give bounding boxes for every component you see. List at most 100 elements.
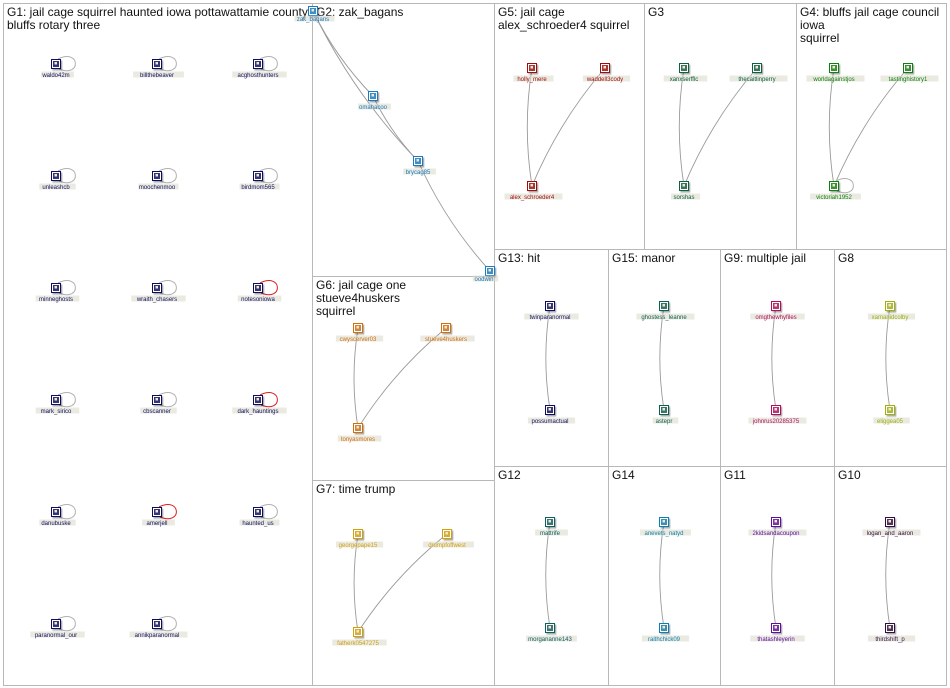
avatar-face <box>548 520 551 523</box>
group-title: G5: jail cage alex_schroeder4 squirrel <box>498 5 630 32</box>
label-shadow <box>873 417 910 424</box>
self-loop <box>259 392 278 408</box>
node-cbscanner[interactable]: cbscanner <box>140 392 177 415</box>
node-fatherk0547275[interactable]: fatherk0547275 <box>332 627 387 648</box>
node-brycag85[interactable]: brycag85 <box>403 156 436 177</box>
label-shadow <box>640 529 691 536</box>
node-wraith-chasers[interactable]: wraith_chasers <box>131 280 186 303</box>
node-tonyasmores[interactable]: tonyasmores <box>337 423 382 444</box>
node-label: haunted_us <box>242 521 273 527</box>
node-possumactual[interactable]: possumactual <box>527 405 576 426</box>
group-title: G1: jail cage squirrel haunted iowa pott… <box>7 5 308 32</box>
node-holly-mere[interactable]: holly_mere <box>513 63 554 84</box>
edge <box>885 521 891 629</box>
node-sorshas[interactable]: sorshas <box>670 181 701 202</box>
node-label: holly_mere <box>517 77 547 83</box>
node-morgananne143[interactable]: morgananne143 <box>526 623 577 644</box>
avatar-face <box>54 62 57 65</box>
node-xamanidcolby[interactable]: xamanidcolby <box>867 301 916 322</box>
label-shadow <box>138 183 179 190</box>
node-danubuske[interactable]: danubuske <box>39 504 76 527</box>
avatar-face <box>548 408 551 411</box>
node-georgepape15[interactable]: georgepape15 <box>335 529 384 550</box>
node-label: omgthewhyfiles <box>755 315 796 321</box>
node-logan-and-aaron[interactable]: logan_and_aaron <box>862 517 921 538</box>
node-waddell3cody[interactable]: waddell3cody <box>582 63 631 84</box>
node-omahacoo[interactable]: omahacoo <box>358 91 391 112</box>
node-minneghosts[interactable]: minneghosts <box>35 280 80 303</box>
avatar-face <box>155 286 158 289</box>
node-label: birdmom565 <box>241 185 275 191</box>
node-stueve4huskers[interactable]: stueve4huskers <box>420 323 475 344</box>
edge <box>771 305 777 411</box>
node-dark-hauntings[interactable]: dark_hauntings <box>232 392 287 415</box>
label-shadow <box>335 541 384 548</box>
group-title: G10 <box>838 468 861 482</box>
node-tastinghistory1[interactable]: tastinghistory1 <box>880 63 939 84</box>
label-shadow <box>358 103 391 110</box>
node-ghostess-leanne[interactable]: ghostess_leanne <box>636 301 695 322</box>
group-panel-g15: G15: manor <box>608 249 721 467</box>
node-mattrife[interactable]: mattrife <box>535 517 568 538</box>
node-victoriah1952[interactable]: victoriah1952 <box>810 178 861 201</box>
node-label: amerjell <box>146 521 167 527</box>
label-shadow <box>748 529 807 536</box>
node-eliggea05[interactable]: eliggea05 <box>873 405 910 426</box>
node-thatashleyerin[interactable]: thatashleyerin <box>750 623 805 644</box>
label-shadow <box>867 635 916 642</box>
node-mark-sirico[interactable]: mark_sirico <box>35 392 80 415</box>
node-worldagainstjos[interactable]: worldagainstjos <box>806 63 865 84</box>
node-thirdshift-p[interactable]: thirdshift_p <box>867 623 916 644</box>
node-alex-schroeder4[interactable]: alex_schroeder4 <box>504 181 563 202</box>
node-label: billthebeaver <box>140 73 174 79</box>
node-label: raithchick09 <box>648 637 681 643</box>
node-raithchick09[interactable]: raithchick09 <box>641 623 690 644</box>
node-label: victoriah1952 <box>816 195 852 201</box>
node-johnrus20285375[interactable]: johnrus20285375 <box>748 405 807 426</box>
node-annikparanormal[interactable]: annikparanormal <box>129 616 188 639</box>
node-label: fatherk0547275 <box>337 641 379 647</box>
node-drumpfoffwest[interactable]: drumpfoffwest <box>423 529 474 550</box>
self-loop <box>259 168 278 184</box>
node-label: xamanidcolby <box>872 315 909 321</box>
node-twinparanormal[interactable]: twinparanormal <box>524 301 579 322</box>
node-label: cbscanner <box>143 409 171 415</box>
node-waldo42m[interactable]: waldo42m <box>41 56 76 79</box>
label-shadow <box>535 529 568 536</box>
avatar-face <box>774 304 777 307</box>
node-zak-bagans[interactable]: zak_bagans <box>294 6 335 24</box>
group-panel-g11: G11 <box>720 466 835 686</box>
avatar-face <box>488 269 491 272</box>
node-moochenmoo[interactable]: moochenmoo <box>138 168 179 191</box>
node-cwyscerver03[interactable]: cwyscerver03 <box>335 323 384 344</box>
group-title: G13: hit <box>498 251 541 265</box>
node-oodwin[interactable]: oodwin <box>472 266 499 284</box>
edge <box>683 67 758 187</box>
node-paranormal-our[interactable]: paranormal_our <box>30 616 85 639</box>
group-panel-g1: G1: jail cage squirrel haunted iowa pott… <box>3 3 313 686</box>
node-notesoniowa[interactable]: notesoniowa <box>237 280 282 303</box>
node-billthebeaver[interactable]: billthebeaver <box>133 56 184 79</box>
node-xanxserfflc[interactable]: xanxserfflc <box>663 63 708 84</box>
node-acghosthunters[interactable]: acghosthunters <box>232 56 287 79</box>
node-haunted-us[interactable]: haunted_us <box>239 504 280 527</box>
label-shadow <box>423 541 474 548</box>
label-shadow <box>641 635 690 642</box>
node-astepr[interactable]: astepr <box>652 405 679 426</box>
node-anevets-natyd[interactable]: anevets_natyd <box>640 517 691 538</box>
node-label: morgananne143 <box>528 637 572 643</box>
node-thecaitlinperry[interactable]: thecaitlinperry <box>729 63 788 84</box>
node-omgthewhyfiles[interactable]: omgthewhyfiles <box>750 301 805 322</box>
node-unleashcb[interactable]: unleashcb <box>39 168 76 191</box>
node-label: anevets_natyd <box>644 531 683 537</box>
node-amerjell[interactable]: amerjell <box>142 504 177 527</box>
avatar-face <box>888 626 891 629</box>
group-panel-g4: G4: bluffs jail cage council iowa squirr… <box>796 3 947 250</box>
node-2kidsandacoupon[interactable]: 2kidsandacoupon <box>748 517 807 538</box>
avatar-face <box>662 520 665 523</box>
node-birdmom565[interactable]: birdmom565 <box>239 168 280 191</box>
avatar-face <box>603 66 606 69</box>
avatar-face <box>155 174 158 177</box>
label-shadow <box>237 295 282 302</box>
label-shadow <box>335 335 384 342</box>
